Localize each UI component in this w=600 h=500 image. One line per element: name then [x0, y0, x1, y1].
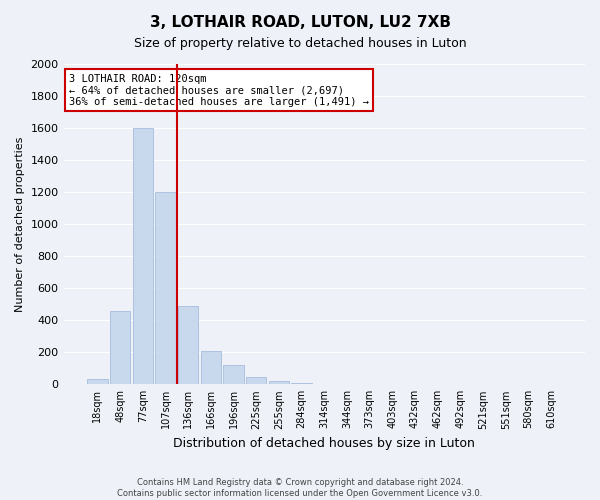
- Text: 3 LOTHAIR ROAD: 120sqm
← 64% of detached houses are smaller (2,697)
36% of semi-: 3 LOTHAIR ROAD: 120sqm ← 64% of detached…: [69, 74, 369, 107]
- Bar: [155, 192, 176, 384]
- Bar: [292, 382, 312, 384]
- Bar: [110, 310, 130, 384]
- Text: Size of property relative to detached houses in Luton: Size of property relative to detached ho…: [134, 38, 466, 51]
- Bar: [200, 350, 221, 384]
- X-axis label: Distribution of detached houses by size in Luton: Distribution of detached houses by size …: [173, 437, 475, 450]
- Text: Contains HM Land Registry data © Crown copyright and database right 2024.
Contai: Contains HM Land Registry data © Crown c…: [118, 478, 482, 498]
- Bar: [178, 306, 199, 384]
- Bar: [246, 377, 266, 384]
- Bar: [223, 365, 244, 384]
- Y-axis label: Number of detached properties: Number of detached properties: [15, 136, 25, 312]
- Bar: [133, 128, 153, 384]
- Text: 3, LOTHAIR ROAD, LUTON, LU2 7XB: 3, LOTHAIR ROAD, LUTON, LU2 7XB: [149, 15, 451, 30]
- Bar: [269, 381, 289, 384]
- Bar: [87, 378, 107, 384]
